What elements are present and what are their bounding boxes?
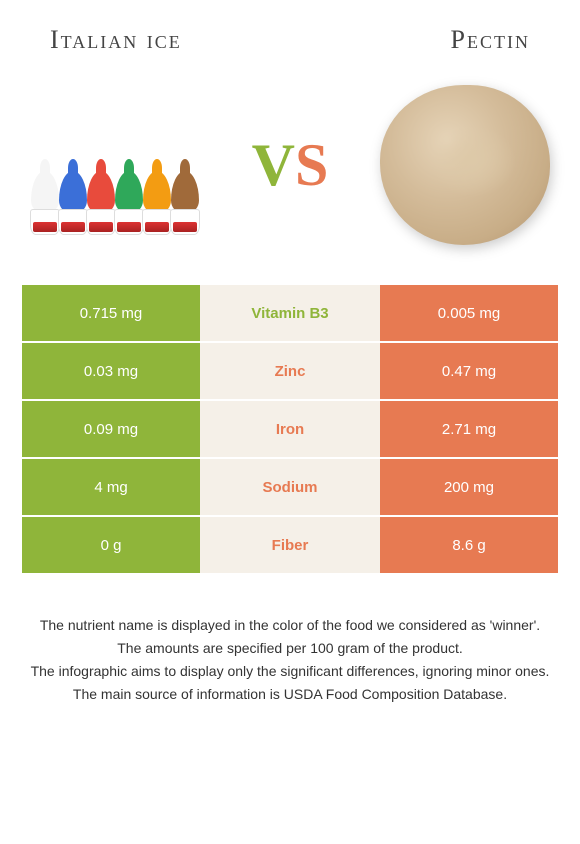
pectin-image — [370, 75, 560, 255]
hero-row: VS — [0, 65, 580, 285]
vs-s: S — [295, 132, 328, 198]
footer-line: The amounts are specified per 100 gram o… — [25, 638, 555, 659]
footer-line: The main source of information is USDA F… — [25, 684, 555, 705]
table-row: 0.03 mgZinc0.47 mg — [22, 343, 558, 401]
table-row: 0.715 mgVitamin B30.005 mg — [22, 285, 558, 343]
left-value: 0.09 mg — [22, 401, 200, 457]
left-value: 0.715 mg — [22, 285, 200, 341]
table-row: 4 mgSodium200 mg — [22, 459, 558, 517]
ice-cone — [168, 171, 202, 235]
title-right: Pectin — [451, 25, 530, 55]
comparison-table: 0.715 mgVitamin B30.005 mg0.03 mgZinc0.4… — [22, 285, 558, 575]
right-value: 2.71 mg — [380, 401, 558, 457]
table-row: 0 gFiber8.6 g — [22, 517, 558, 575]
footer-line: The infographic aims to display only the… — [25, 661, 555, 682]
nutrient-label: Fiber — [200, 517, 380, 573]
vs-label: VS — [252, 131, 329, 200]
italian-ice-image — [20, 75, 210, 255]
table-row: 0.09 mgIron2.71 mg — [22, 401, 558, 459]
nutrient-label: Zinc — [200, 343, 380, 399]
title-left: Italian ice — [50, 25, 182, 55]
footer-line: The nutrient name is displayed in the co… — [25, 615, 555, 636]
left-value: 0.03 mg — [22, 343, 200, 399]
right-value: 200 mg — [380, 459, 558, 515]
right-value: 8.6 g — [380, 517, 558, 573]
left-value: 4 mg — [22, 459, 200, 515]
right-value: 0.005 mg — [380, 285, 558, 341]
footer-notes: The nutrient name is displayed in the co… — [0, 575, 580, 705]
vs-v: V — [252, 132, 295, 198]
nutrient-label: Vitamin B3 — [200, 285, 380, 341]
nutrient-label: Sodium — [200, 459, 380, 515]
nutrient-label: Iron — [200, 401, 380, 457]
left-value: 0 g — [22, 517, 200, 573]
header: Italian ice Pectin — [0, 0, 580, 65]
right-value: 0.47 mg — [380, 343, 558, 399]
